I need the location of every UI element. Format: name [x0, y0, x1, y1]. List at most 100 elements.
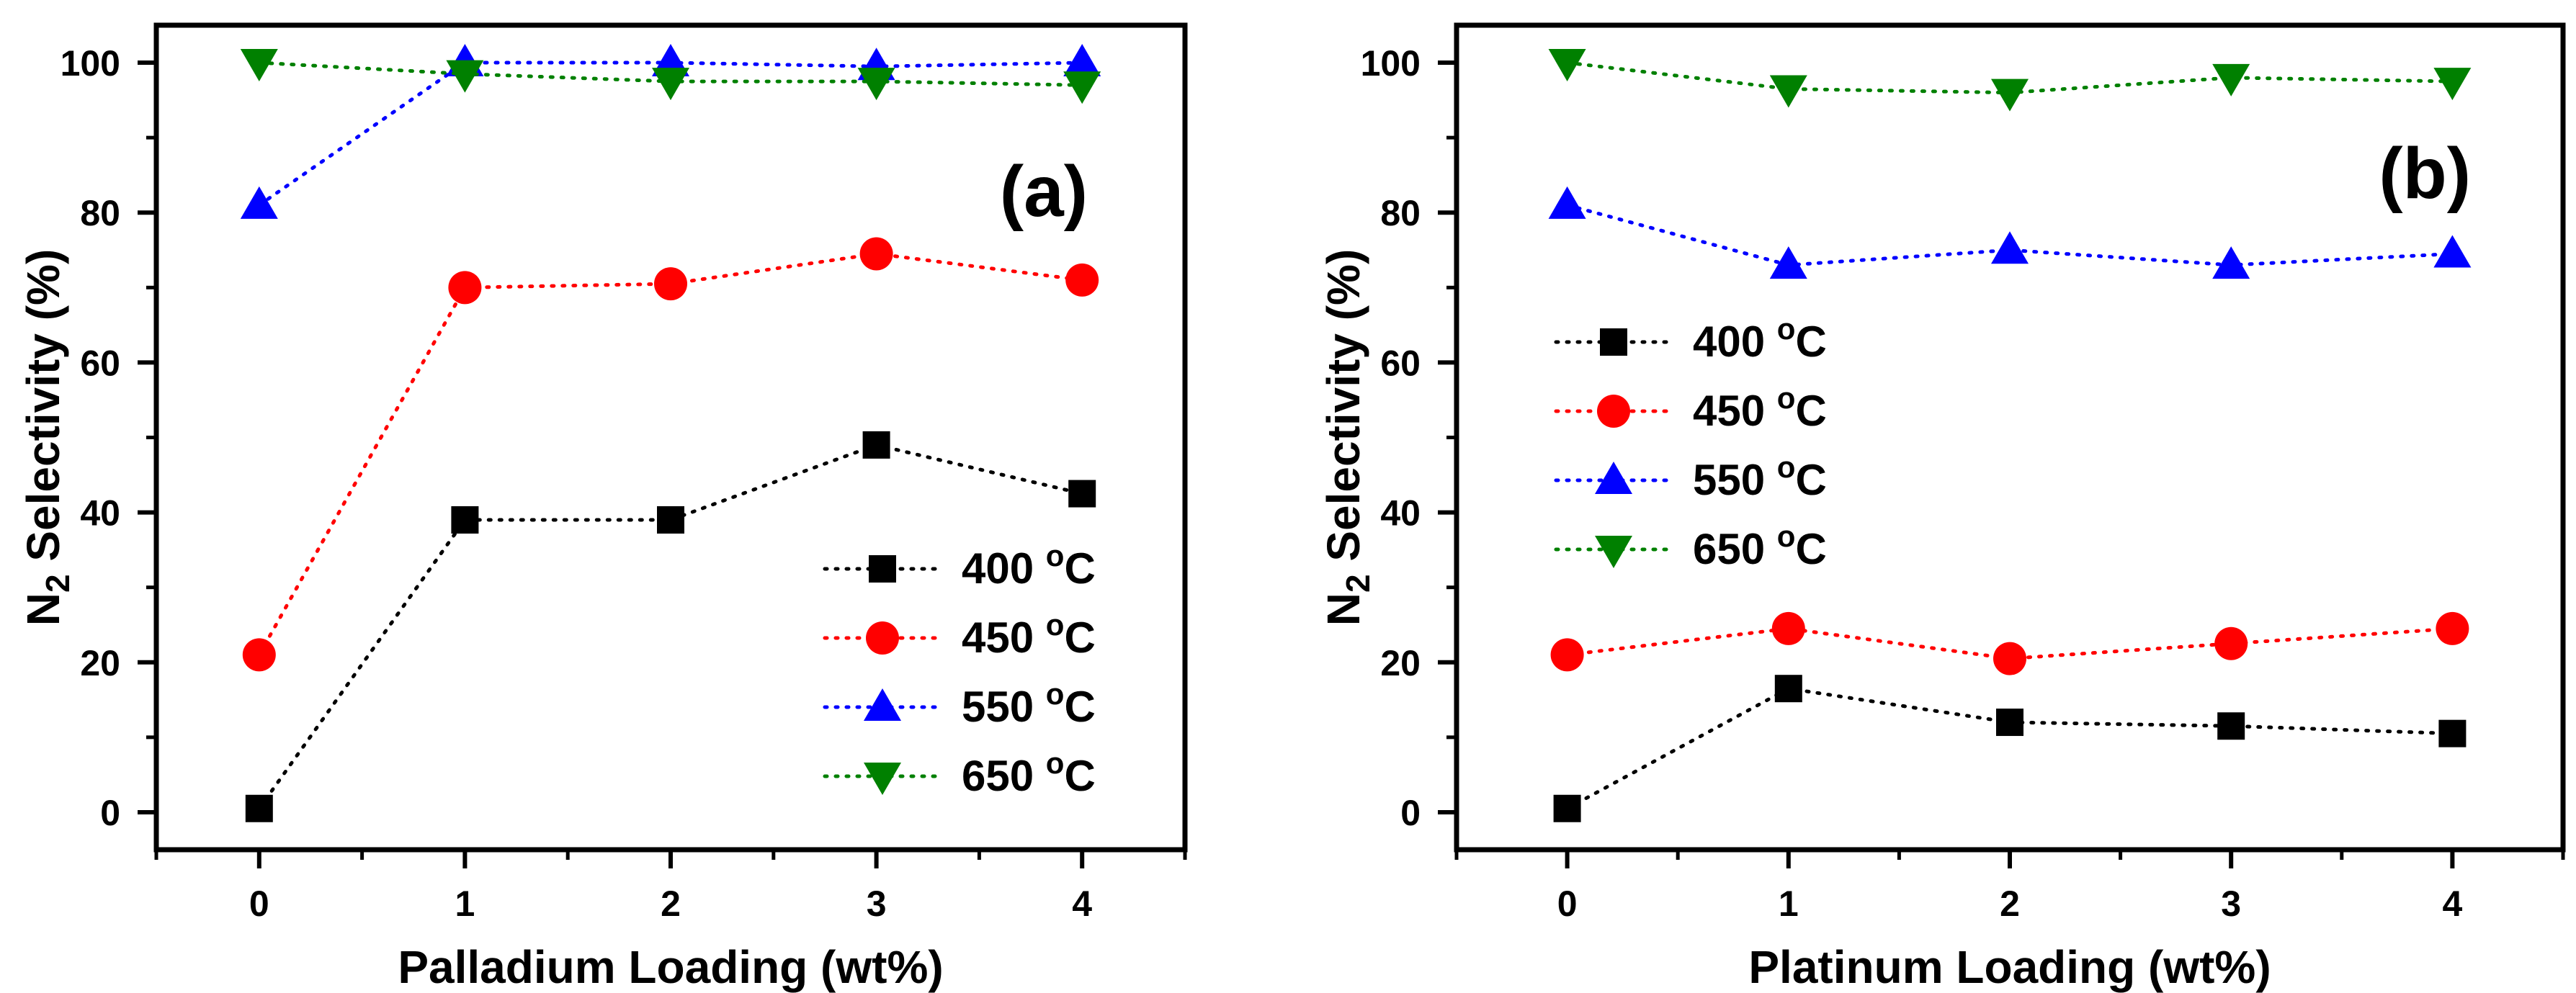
legend-item-650: 650 oC — [823, 746, 1096, 800]
legend-label-degree: o — [1777, 312, 1796, 346]
data-point-400C-x0 — [1553, 794, 1581, 822]
legend-label-unit: C — [1064, 683, 1095, 731]
series-550 — [1548, 186, 2472, 279]
legend-marker — [864, 763, 901, 795]
data-point-650C-x1 — [446, 60, 484, 93]
legend-marker — [1595, 462, 1632, 494]
data-point-650C-x0 — [1548, 49, 1586, 82]
y-tick-label: 40 — [80, 493, 120, 534]
data-point-450C-x4 — [1065, 263, 1099, 297]
series-650 — [1548, 49, 2472, 112]
data-point-650C-x1 — [1769, 75, 1807, 108]
x-tick-label: 4 — [1072, 884, 1092, 924]
legend-label: 650 oC — [962, 746, 1096, 800]
y-axis-label-rest: Selectivity (%) — [1318, 249, 1369, 575]
legend-label-degree: o — [1046, 608, 1065, 642]
y-tick-label: 40 — [1380, 493, 1421, 534]
legend-label-unit: C — [1795, 387, 1826, 435]
legend-label-degree: o — [1777, 381, 1796, 415]
data-point-450C-x3 — [859, 237, 893, 271]
legend-label-value: 650 — [1693, 525, 1765, 573]
y-axis-label-sub: 2 — [1339, 574, 1377, 593]
legend-label-space — [1765, 318, 1777, 366]
legend-label-unit: C — [1795, 318, 1826, 366]
legend-label-unit: C — [1064, 614, 1095, 662]
data-point-550C-x4 — [2433, 235, 2472, 268]
legend-label-unit: C — [1064, 544, 1095, 593]
data-point-400C-x1 — [451, 506, 479, 534]
x-tick-label: 1 — [455, 884, 475, 924]
y-axis-label-main: N — [1318, 593, 1369, 626]
panel-label: (a) — [1000, 151, 1088, 232]
series-400 — [245, 431, 1096, 822]
y-tick-label: 0 — [100, 793, 120, 833]
data-point-400C-x3 — [862, 431, 890, 459]
y-tick-label: 100 — [1361, 43, 1421, 84]
series-550-line — [1565, 203, 2454, 267]
x-tick-label: 3 — [2221, 884, 2241, 924]
legend-label-degree: o — [1046, 746, 1065, 780]
data-point-400C-x0 — [245, 794, 273, 822]
legend-label-space — [1765, 525, 1777, 573]
legend-label-value: 550 — [1693, 456, 1765, 504]
legend-label: 400 oC — [962, 539, 1096, 593]
y-axis-label: N2 Selectivity (%) — [1318, 249, 1377, 626]
legend-label-space — [1034, 752, 1046, 800]
x-axis-label: Platinum Loading (wt%) — [1748, 941, 2271, 993]
legend-item-400: 400 oC — [1554, 312, 1827, 366]
data-point-650C-x3 — [2212, 63, 2250, 96]
legend-label-value: 450 — [962, 614, 1034, 662]
data-point-400C-x2 — [657, 506, 684, 534]
data-point-400C-x2 — [1996, 709, 2023, 737]
legend-label-space — [1034, 683, 1046, 731]
series-450 — [242, 237, 1099, 672]
legend-item-400: 400 oC — [823, 539, 1096, 593]
y-tick-label: 20 — [80, 643, 120, 683]
legend-label: 450 oC — [1693, 381, 1827, 435]
y-axis-label-sub: 2 — [39, 574, 76, 593]
legend-label-value: 550 — [962, 683, 1034, 731]
legend-marker — [869, 555, 896, 583]
y-tick-label: 100 — [61, 43, 120, 84]
data-point-450C-x2 — [1993, 642, 2026, 675]
data-point-400C-x4 — [2438, 719, 2467, 747]
series-400-line — [257, 443, 1084, 811]
data-point-450C-x1 — [1771, 611, 1805, 645]
legend-label: 450 oC — [962, 608, 1096, 662]
legend-label: 650 oC — [1693, 519, 1827, 573]
legend-label-value: 650 — [962, 752, 1034, 800]
data-point-450C-x4 — [2436, 611, 2469, 645]
y-tick-label: 20 — [1380, 643, 1421, 683]
series-400 — [1553, 675, 2467, 822]
legend-label-unit: C — [1795, 525, 1826, 573]
legend-marker — [1597, 395, 1630, 428]
legend-marker — [1600, 328, 1627, 356]
x-tick-label: 0 — [249, 884, 269, 924]
y-axis-label-rest: Selectivity (%) — [17, 249, 69, 575]
x-tick-label: 1 — [1779, 884, 1799, 924]
data-point-450C-x0 — [1550, 638, 1584, 672]
legend-label-degree: o — [1046, 677, 1065, 711]
data-point-450C-x0 — [242, 638, 276, 672]
x-tick-label: 4 — [2442, 884, 2462, 924]
legend-label-space — [1765, 387, 1777, 435]
legend-label-unit: C — [1795, 456, 1826, 504]
legend-label-value: 400 — [962, 544, 1034, 593]
y-axis-label-main: N — [17, 593, 69, 626]
legend-label: 550 oC — [962, 677, 1096, 731]
data-point-650C-x2 — [652, 68, 689, 101]
y-axis-label: N2 Selectivity (%) — [17, 249, 76, 626]
legend-item-450: 450 oC — [823, 608, 1096, 662]
legend-label-degree: o — [1777, 519, 1796, 553]
data-point-550C-x3 — [2212, 246, 2250, 279]
series-450-line — [257, 251, 1084, 657]
data-point-550C-x2 — [1991, 231, 2029, 264]
data-point-450C-x3 — [2214, 626, 2248, 660]
data-point-650C-x0 — [240, 49, 278, 82]
series-650 — [240, 49, 1101, 104]
